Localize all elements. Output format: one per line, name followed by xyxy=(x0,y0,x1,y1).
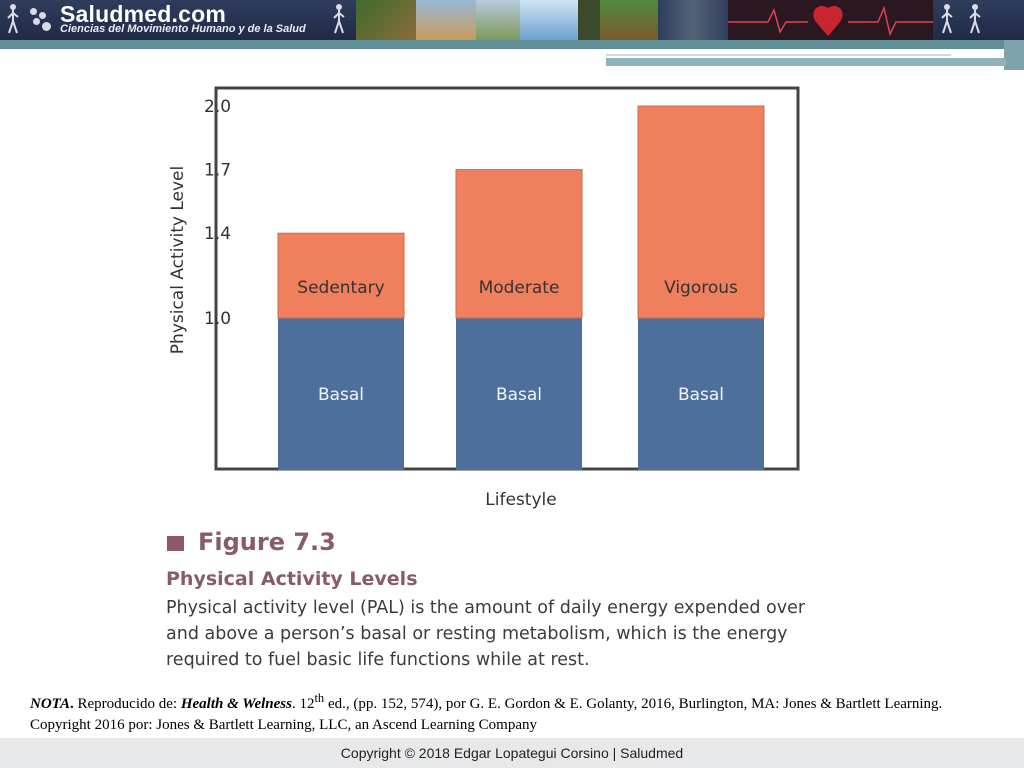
note-citation: ed., (pp. 152, 574), por G. E. Gordon & … xyxy=(30,696,943,733)
x-axis-label: Lifestyle xyxy=(485,490,556,510)
header-divider xyxy=(0,40,1010,49)
header-accent-line xyxy=(606,54,951,56)
figure-marker xyxy=(167,536,184,551)
bar-activity-vigorous xyxy=(637,105,765,319)
y-tick-label: 1.0 xyxy=(204,309,231,329)
note-lead: NOTA xyxy=(30,696,71,712)
ekg-heart-image xyxy=(728,0,933,40)
figure-number: Figure 7.3 xyxy=(198,528,336,556)
note-edition: . 12 xyxy=(291,696,315,712)
banner-photo-desert xyxy=(416,0,476,40)
logo-dots-icon xyxy=(30,8,54,32)
bar-basal-vigorous xyxy=(638,318,764,470)
bar-basal-sedentary xyxy=(278,318,404,470)
runner-icon xyxy=(941,4,953,34)
figure-title: Physical Activity Levels xyxy=(166,568,418,590)
header-accent-bar xyxy=(606,58,1006,66)
y-axis-label: Physical Activity Level xyxy=(168,166,188,354)
footer-copyright: Copyright © 2018 Edgar Lopategui Corsino… xyxy=(0,738,1024,768)
banner-photo-cyclist xyxy=(356,0,416,40)
logo-subtitle: Ciencias del Movimiento Humano y de la S… xyxy=(60,23,306,35)
bar-activity-moderate xyxy=(455,169,583,319)
data-label-basal: Basal xyxy=(678,385,724,405)
data-label-basal: Basal xyxy=(318,385,364,405)
note-edition-sup: th xyxy=(314,691,325,705)
y-tick-label: 1.4 xyxy=(204,224,231,244)
banner-photo-runners xyxy=(476,0,520,40)
note-prefix: Reproducido de: xyxy=(73,696,181,712)
bar-basal-moderate xyxy=(456,318,582,470)
runner-icon xyxy=(333,4,345,34)
banner-photo-walker xyxy=(578,0,600,40)
data-label-activity: Sedentary xyxy=(297,278,384,298)
source-note: NOTA. Reproducido de: Health & Welness. … xyxy=(30,691,943,733)
site-header: Saludmed.com Ciencias del Movimiento Hum… xyxy=(0,0,1024,40)
note-book-title: Health & Welness xyxy=(180,696,292,712)
banner-photo-jumper xyxy=(520,0,578,40)
banner-photo-stretch xyxy=(600,0,658,40)
site-logo[interactable]: Saludmed.com Ciencias del Movimiento Hum… xyxy=(0,0,330,40)
data-label-basal: Basal xyxy=(496,385,542,405)
pal-stacked-bar-chart: Sedentary Basal Moderate Basal Vigorous Basal… xyxy=(168,86,800,510)
y-tick-label: 2.0 xyxy=(204,97,231,117)
bar-activity-sedentary xyxy=(277,232,405,319)
header-divider-right xyxy=(1004,40,1024,70)
data-label-activity: Vigorous xyxy=(664,278,738,298)
banner-photo-runners-group xyxy=(658,0,728,40)
runner-icon xyxy=(969,4,981,34)
runner-icon xyxy=(7,4,19,34)
figure-description: Physical activity level (PAL) is the amo… xyxy=(166,598,806,670)
data-label-activity: Moderate xyxy=(479,278,560,298)
y-tick-label: 1.7 xyxy=(204,161,231,181)
logo-title: Saludmed.com xyxy=(60,1,226,27)
